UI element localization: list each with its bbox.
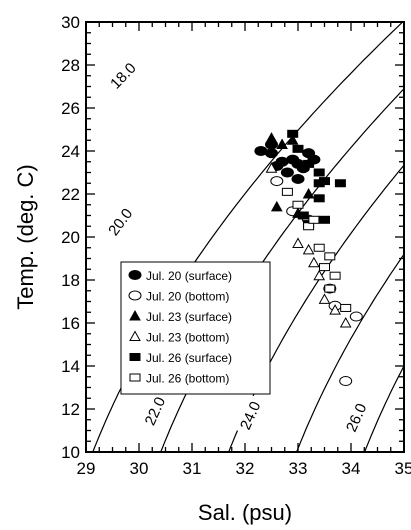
legend-label: Jul. 26 (surface) bbox=[146, 351, 232, 365]
data-point bbox=[276, 138, 288, 150]
x-tick-label: 33 bbox=[289, 459, 308, 478]
contour-label-bg bbox=[101, 201, 139, 243]
x-tick-label: 30 bbox=[130, 459, 149, 478]
legend-item-jul-26-bottom: Jul. 26 (bottom) bbox=[129, 372, 229, 386]
data-point bbox=[329, 304, 341, 315]
contour-line-18-0 bbox=[92, 22, 404, 452]
contour-label-bg bbox=[234, 394, 267, 437]
y-tick-label: 10 bbox=[61, 443, 80, 462]
data-point bbox=[265, 132, 278, 143]
legend-item-jul-20-bottom: Jul. 20 (bottom) bbox=[128, 290, 229, 304]
data-point bbox=[303, 159, 315, 168]
x-axis-label: Sal. (psu) bbox=[198, 500, 292, 525]
data-point bbox=[318, 293, 331, 304]
legend-label: Jul. 23 (surface) bbox=[146, 310, 232, 324]
axis-ticks bbox=[85, 21, 405, 453]
data-point bbox=[313, 243, 325, 252]
data-point bbox=[287, 129, 299, 138]
data-point bbox=[349, 311, 363, 322]
legend-marker bbox=[129, 353, 141, 361]
data-point bbox=[270, 176, 284, 187]
data-point bbox=[265, 162, 278, 173]
x-tick-label: 31 bbox=[183, 459, 202, 478]
data-point bbox=[291, 158, 305, 169]
legend-item-jul-26-surface: Jul. 26 (surface) bbox=[129, 351, 232, 365]
legend-marker bbox=[128, 290, 142, 301]
data-point bbox=[329, 271, 341, 280]
legend-label: Jul. 20 (surface) bbox=[146, 269, 232, 283]
data-point bbox=[291, 173, 305, 184]
y-axis-label: Temp. (deg. C) bbox=[13, 164, 38, 310]
y-tick-label: 14 bbox=[61, 357, 80, 376]
data-point bbox=[319, 263, 330, 272]
data-point bbox=[297, 211, 309, 220]
data-point bbox=[302, 243, 315, 255]
x-tick-label: 29 bbox=[77, 459, 96, 478]
data-point bbox=[339, 316, 352, 328]
contour-label-bg bbox=[103, 55, 143, 96]
contour-line-19-0 bbox=[160, 87, 404, 452]
data-point bbox=[286, 134, 299, 145]
series-jul-26-bottom bbox=[281, 187, 352, 312]
data-point bbox=[319, 215, 330, 224]
data-point bbox=[270, 200, 283, 212]
series-jul-23-bottom bbox=[265, 162, 352, 328]
series-jul-20-surface bbox=[254, 139, 321, 184]
data-point bbox=[313, 269, 326, 281]
data-point bbox=[265, 148, 278, 159]
contour-line-22-0 bbox=[363, 364, 404, 452]
data-point bbox=[313, 168, 325, 177]
x-tick-label: 32 bbox=[236, 459, 255, 478]
legend-item-jul-23-surface: Jul. 23 (surface) bbox=[129, 309, 232, 324]
y-tick-label: 26 bbox=[61, 99, 80, 118]
legend-item-jul-23-bottom: Jul. 23 (bottom) bbox=[129, 330, 229, 345]
legend-item-jul-20-surface: Jul. 20 (surface) bbox=[128, 269, 232, 283]
legend-label: Jul. 26 (bottom) bbox=[146, 372, 229, 386]
legend-label: Jul. 20 (bottom) bbox=[146, 290, 229, 304]
data-point bbox=[313, 179, 325, 188]
y-tick-labels: 10 12 14 16 18 20 22 24 26 28 30 bbox=[61, 13, 80, 462]
y-tick-label: 22 bbox=[61, 185, 80, 204]
x-tick-label: 35 bbox=[395, 459, 411, 478]
x-tick-labels: 29 30 31 32 33 34 35 bbox=[77, 459, 411, 478]
y-tick-label: 30 bbox=[61, 13, 80, 32]
data-points bbox=[254, 129, 363, 387]
data-point bbox=[324, 252, 336, 261]
data-point bbox=[313, 194, 325, 203]
contour-line-21-0 bbox=[295, 253, 404, 452]
legend-box bbox=[120, 261, 271, 395]
legend-label: Jul. 23 (bottom) bbox=[146, 331, 229, 345]
legend: Jul. 20 (surface) Jul. 20 (bottom) Jul. 23… bbox=[120, 261, 271, 395]
data-point bbox=[340, 303, 352, 312]
data-point bbox=[308, 256, 320, 268]
contour-label-bg bbox=[138, 390, 171, 433]
y-tick-label: 16 bbox=[61, 314, 80, 333]
data-point bbox=[339, 376, 353, 387]
x-tick-label: 34 bbox=[342, 459, 361, 478]
data-point bbox=[254, 146, 268, 156]
y-tick-label: 24 bbox=[61, 142, 80, 161]
data-point bbox=[292, 200, 304, 209]
y-tick-label: 20 bbox=[61, 228, 80, 247]
series-jul-20-bottom bbox=[270, 176, 363, 387]
legend-marker bbox=[129, 309, 141, 321]
y-tick-label: 12 bbox=[61, 400, 80, 419]
contour-label-bg bbox=[340, 396, 373, 439]
data-point bbox=[302, 187, 315, 199]
y-tick-label: 18 bbox=[61, 271, 80, 290]
data-point bbox=[308, 215, 320, 224]
data-point bbox=[334, 179, 346, 188]
legend-marker bbox=[129, 373, 141, 382]
legend-marker bbox=[128, 270, 142, 280]
data-point bbox=[324, 284, 336, 293]
legend-marker bbox=[129, 330, 141, 341]
y-tick-label: 28 bbox=[61, 56, 80, 75]
data-point bbox=[280, 167, 294, 178]
data-point bbox=[292, 144, 304, 153]
data-point bbox=[281, 187, 293, 196]
data-point bbox=[292, 237, 304, 248]
